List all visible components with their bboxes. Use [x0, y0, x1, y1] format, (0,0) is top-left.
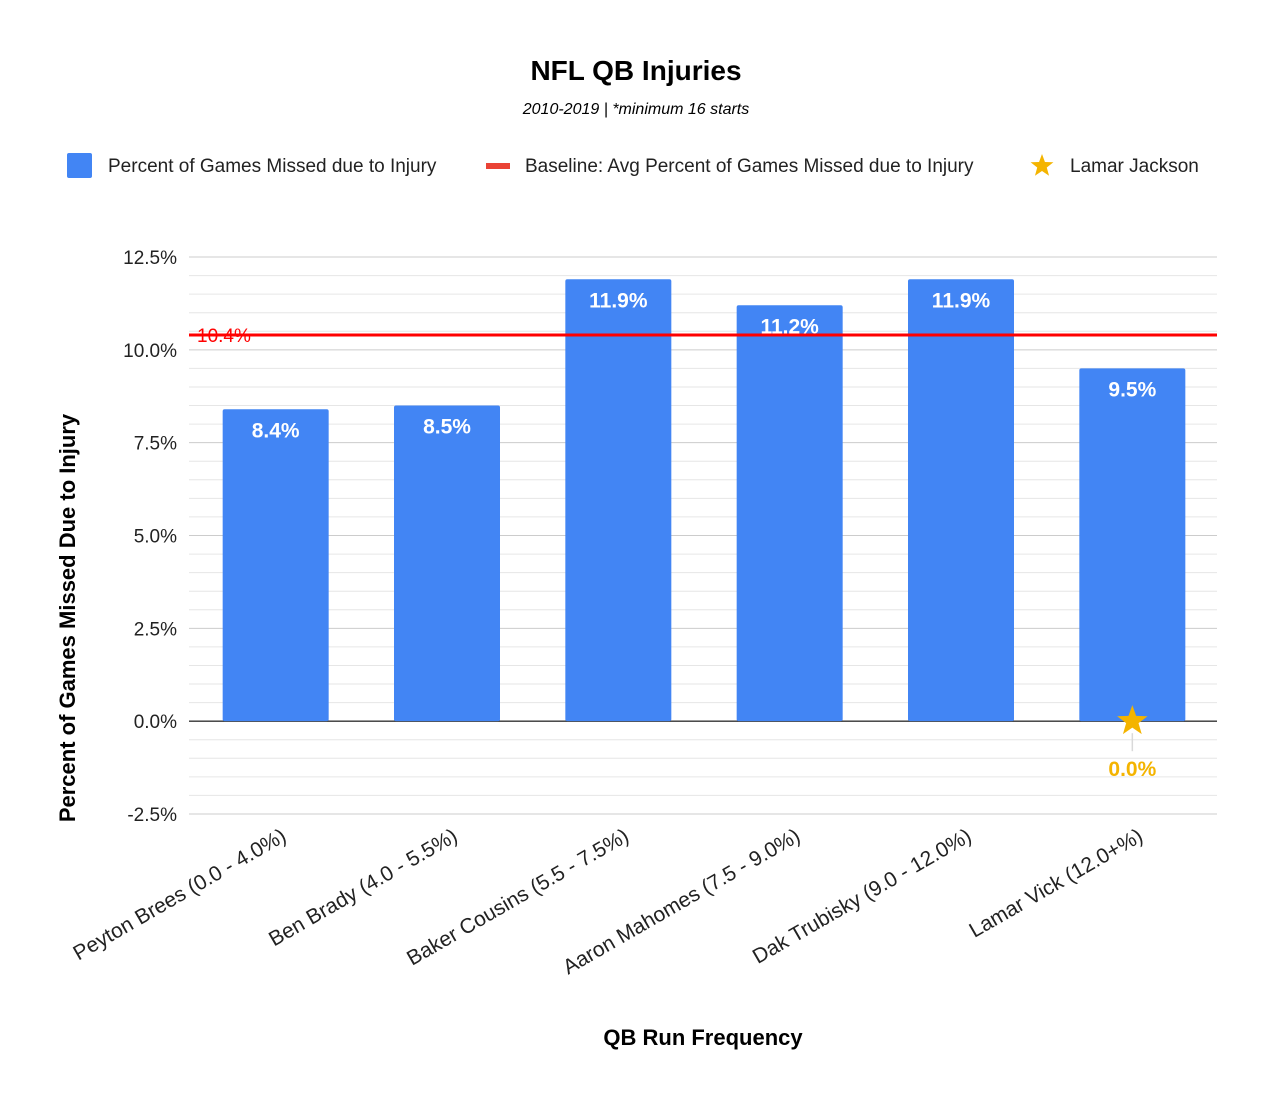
- legend-bar-label: Percent of Games Missed due to Injury: [108, 156, 437, 177]
- bar-value-label: 11.2%: [760, 315, 819, 338]
- bar: [565, 279, 672, 722]
- chart-subtitle: 2010-2019 | *minimum 16 starts: [522, 101, 749, 118]
- bars: 8.4% 8.5% 11.9% 11.2% 11.9% 9.5%: [222, 279, 1186, 722]
- x-axis-title: QB Run Frequency: [603, 1025, 803, 1050]
- chart-title: NFL QB Injuries: [530, 55, 741, 86]
- legend-bar-swatch: [67, 153, 92, 178]
- bar-value-label: 11.9%: [589, 289, 648, 312]
- bar: [908, 279, 1014, 722]
- y-tick-label: 10.0%: [123, 341, 177, 362]
- legend-baseline-swatch: [486, 163, 510, 169]
- bar-value-label: 11.9%: [932, 289, 991, 312]
- star-value-label: 0.0%: [1108, 758, 1156, 781]
- bar-value-label: 8.4%: [252, 419, 300, 442]
- bar: [394, 405, 500, 722]
- legend: Percent of Games Missed due to Injury Ba…: [67, 153, 1199, 178]
- legend-baseline-label: Baseline: Avg Percent of Games Missed du…: [525, 156, 974, 177]
- legend-star-icon: [1030, 154, 1054, 176]
- bar-value-label: 9.5%: [1108, 378, 1156, 401]
- bar-value-label: 8.5%: [423, 416, 471, 439]
- y-tick-label: 5.0%: [134, 527, 177, 548]
- y-tick-label: 7.5%: [134, 434, 177, 455]
- grid-lines: [189, 256, 1217, 815]
- y-axis-ticks: 12.5% 10.0% 7.5% 5.0% 2.5% 0.0% -2.5%: [123, 248, 177, 826]
- bar: [222, 409, 329, 722]
- y-tick-label: -2.5%: [127, 805, 177, 826]
- lamar-jackson-star-icon: [1117, 705, 1148, 735]
- y-tick-label: 12.5%: [123, 248, 177, 269]
- y-tick-label: 2.5%: [134, 619, 177, 640]
- y-tick-label: 0.0%: [134, 712, 177, 733]
- overlays: 10.4% 0.0%: [189, 326, 1217, 781]
- baseline-value-label: 10.4%: [197, 326, 251, 347]
- legend-star-label: Lamar Jackson: [1070, 156, 1199, 177]
- y-axis-title: Percent of Games Missed Due to Injury: [55, 413, 80, 822]
- bar: [736, 305, 843, 722]
- bar: [1079, 368, 1186, 722]
